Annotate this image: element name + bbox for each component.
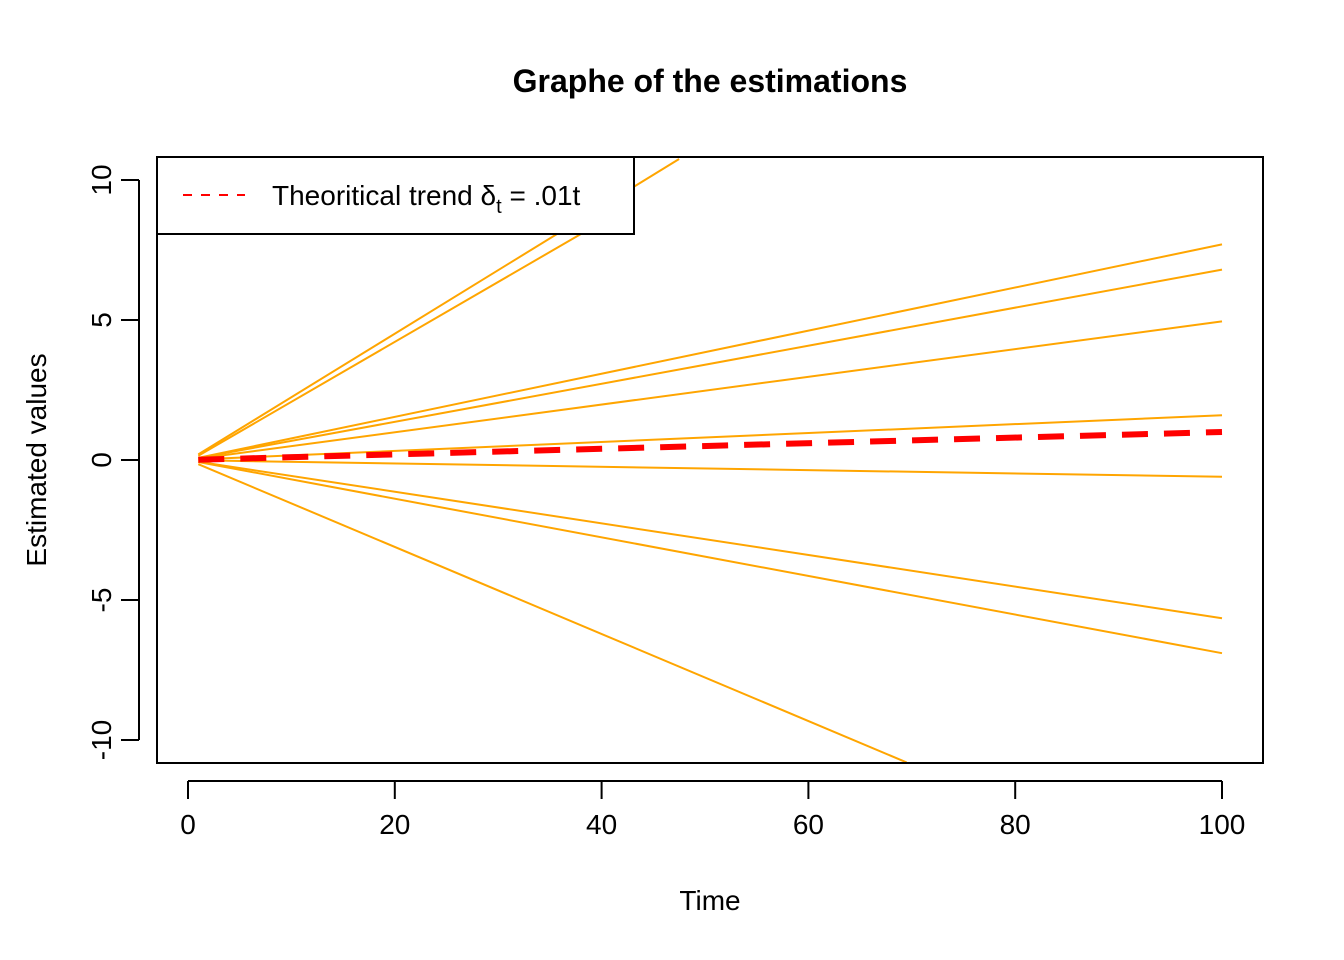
y-tick-label--10: -10 [86,720,117,760]
y-tick-label-10: 10 [86,164,117,195]
plot-frame [156,156,1264,764]
estimation-line-2 [197,221,603,457]
x-tick-label-100: 100 [1199,809,1246,840]
theoretical-trend-line [198,429,1223,463]
legend: Theoritical trend δt = .01t [156,156,635,235]
estimation-line-5 [198,320,1223,460]
x-axis: 0 20 40 60 80 100 [180,780,1246,840]
estimation-line-3 [198,243,1223,459]
y-tick-label--5: -5 [86,588,117,613]
estimation-line-4 [198,268,1223,459]
x-axis-label: Time [679,885,740,916]
estimation-line-9 [198,461,1223,655]
y-axis: -10 -5 0 5 10 [86,164,140,760]
legend-box [156,156,635,235]
estimation-lines [197,158,1223,763]
x-tick-label-60: 60 [793,809,824,840]
estimation-line-10 [197,463,907,763]
y-axis-label: Estimated values [21,353,52,566]
y-tick-label-5: 5 [86,312,117,328]
legend-symbol: δ [481,180,497,211]
x-tick-label-0: 0 [180,809,196,840]
x-tick-label-20: 20 [379,809,410,840]
estimation-line-7 [198,459,1223,478]
estimation-line-8 [198,460,1223,620]
legend-subscript: t [496,196,502,218]
x-tick-label-80: 80 [1000,809,1031,840]
legend-text-main: Theoritical trend [272,180,481,211]
chart-title: Graphe of the estimations [513,63,908,99]
y-tick-label-0: 0 [86,452,117,468]
legend-text-rest: = .01t [502,180,581,211]
estimation-line-6 [198,414,1223,461]
trend-line-group [198,429,1223,463]
legend-entry: Theoritical trend δt = .01t [272,180,581,218]
x-tick-label-40: 40 [586,809,617,840]
